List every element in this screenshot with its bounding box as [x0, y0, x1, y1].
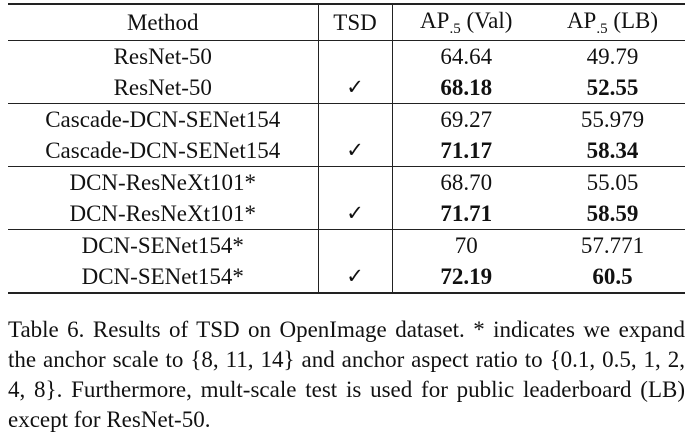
- header-method: Method: [8, 3, 318, 41]
- header-ap-lb: AP.5 (LB): [540, 3, 685, 41]
- cell-ap-val-value: 71.71: [440, 201, 493, 226]
- table-row: DCN-ResNeXt101* ✓ 71.71 58.59: [8, 198, 685, 230]
- check-icon: ✓: [317, 261, 392, 294]
- cell-method: ResNet-50: [113, 75, 212, 100]
- cell-method: DCN-SENet154*: [8, 229, 318, 261]
- cell-ap-lb: 60.5: [540, 261, 685, 294]
- cell-method: DCN-ResNeXt101*: [8, 166, 318, 198]
- cell-ap-val: 70: [391, 229, 540, 261]
- header-tsd: TSD: [317, 3, 392, 41]
- table-caption: Table 6. Results of TSD on OpenImage dat…: [8, 315, 685, 435]
- table-row: Cascade-DCN-SENet154 69.27 55.979: [8, 103, 685, 135]
- table-row: ResNet-50 ✓ 68.18 52.55: [8, 72, 685, 104]
- results-table: Method TSD AP.5 (Val) AP.5 (LB) ResNet-5…: [8, 3, 685, 294]
- cell-ap-lb: 49.79: [540, 40, 685, 72]
- check-icon: ✓: [317, 198, 392, 230]
- table-row: Cascade-DCN-SENet154 ✓ 71.17 58.34: [8, 135, 685, 167]
- cell-ap-lb: 58.34: [540, 135, 685, 167]
- caption-text: Table 6. Results of TSD on OpenImage dat…: [8, 317, 685, 432]
- cell-ap-lb: 55.979: [540, 103, 685, 135]
- cell-method: ResNet-50: [8, 40, 318, 72]
- cell-ap-lb: 52.55: [540, 72, 685, 104]
- cell-ap-val: 71.71: [391, 198, 540, 230]
- cell-tsd: [317, 166, 392, 198]
- header-ap-val: AP.5 (Val): [391, 3, 540, 41]
- table-row: DCN-SENet154* 70 57.771: [8, 229, 685, 261]
- cell-method: Cascade-DCN-SENet154: [45, 138, 281, 163]
- table-body: ResNet-50 64.64 49.79 ResNet-50 ✓ 68.18 52.55 C…: [8, 40, 685, 294]
- cell-ap-val: 72.19: [391, 261, 540, 294]
- cell-ap-lb-value: 58.34: [586, 138, 639, 163]
- cell-ap-val-value: 71.17: [440, 138, 493, 163]
- cell-tsd: [317, 229, 392, 261]
- cell-ap-val: 68.18: [391, 72, 540, 104]
- cell-tsd: [317, 40, 392, 72]
- cell-ap-lb-value: 58.59: [586, 201, 639, 226]
- cell-ap-val-value: 72.19: [440, 264, 493, 289]
- cell-method: DCN-SENet154*: [8, 261, 318, 294]
- cell-ap-lb-value: 52.55: [586, 75, 639, 100]
- check-icon: ✓: [317, 135, 392, 167]
- cell-method: DCN-ResNeXt101*: [69, 201, 257, 226]
- header-row: Method TSD AP.5 (Val) AP.5 (LB): [8, 3, 685, 41]
- cell-ap-val: 68.70: [391, 166, 540, 198]
- cell-ap-val-value: 68.18: [440, 75, 493, 100]
- table-row: DCN-SENet154* ✓ 72.19 60.5: [8, 261, 685, 294]
- cell-ap-lb: 57.771: [540, 229, 685, 261]
- cell-method: Cascade-DCN-SENet154: [8, 103, 318, 135]
- check-icon: ✓: [317, 72, 392, 104]
- cell-ap-lb: 55.05: [540, 166, 685, 198]
- cell-ap-val: 69.27: [391, 103, 540, 135]
- table-row: DCN-ResNeXt101* 68.70 55.05: [8, 166, 685, 198]
- cell-ap-lb-value: 60.5: [592, 264, 633, 289]
- cell-ap-lb: 58.59: [540, 198, 685, 230]
- table-row: ResNet-50 64.64 49.79: [8, 40, 685, 72]
- cell-ap-val: 64.64: [391, 40, 540, 72]
- cell-ap-val: 71.17: [391, 135, 540, 167]
- cell-tsd: [317, 103, 392, 135]
